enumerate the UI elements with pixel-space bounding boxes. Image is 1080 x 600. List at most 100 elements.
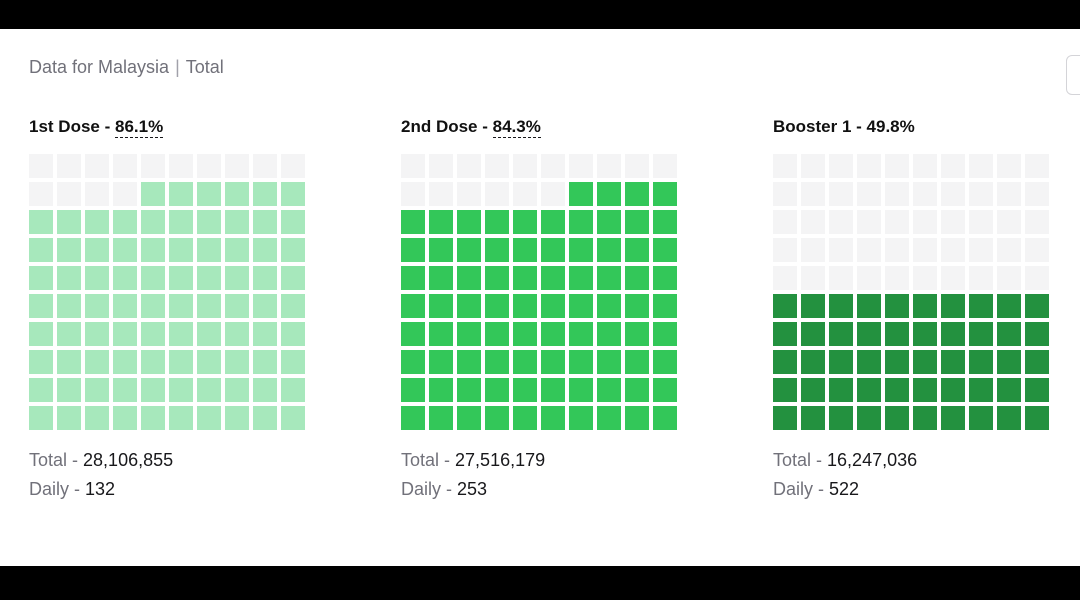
waffle-cell-filled <box>429 350 453 374</box>
daily-label: Daily <box>401 479 442 499</box>
waffle-cell-filled <box>625 210 649 234</box>
waffle-cell-empty <box>829 266 853 290</box>
waffle-cell-filled <box>281 294 305 318</box>
waffle-cell-filled <box>485 322 509 346</box>
waffle-cell-filled <box>85 294 109 318</box>
waffle-cell-filled <box>457 322 481 346</box>
waffle-cell-filled <box>169 182 193 206</box>
waffle-cell-filled <box>197 350 221 374</box>
waffle-cell-empty <box>281 154 305 178</box>
waffle-cell-filled <box>29 210 53 234</box>
waffle-cell-filled <box>429 322 453 346</box>
waffle-cell-filled <box>29 294 53 318</box>
waffle-cell-filled <box>457 294 481 318</box>
waffle-cell-filled <box>141 378 165 402</box>
waffle-cell-empty <box>801 154 825 178</box>
waffle-cell-empty <box>513 182 537 206</box>
waffle-cell-filled <box>85 238 109 262</box>
waffle-cell-filled <box>485 266 509 290</box>
header-prefix: Data for Malaysia <box>29 57 170 77</box>
waffle-cell-filled <box>857 294 881 318</box>
waffle-cell-filled <box>57 322 81 346</box>
waffle-cell-empty <box>57 154 81 178</box>
waffle-cell-empty <box>801 182 825 206</box>
waffle-cell-filled <box>429 266 453 290</box>
waffle-cell-filled <box>141 350 165 374</box>
waffle-cell-empty <box>997 154 1021 178</box>
daily-label: Daily <box>773 479 814 499</box>
waffle-cell-empty <box>1025 266 1049 290</box>
waffle-cell-filled <box>253 182 277 206</box>
total-row: Total - 27,516,179 <box>401 450 546 470</box>
waffle-cell-filled <box>597 378 621 402</box>
total-label: Total <box>401 450 440 470</box>
waffle-cell-filled <box>885 294 909 318</box>
waffle-cell-filled <box>597 238 621 262</box>
waffle-cell-filled <box>569 350 593 374</box>
waffle-cell-filled <box>253 294 277 318</box>
waffle-cell-filled <box>625 182 649 206</box>
waffle-cell-filled <box>913 350 937 374</box>
waffle-cell-filled <box>857 322 881 346</box>
waffle-cell-filled <box>1025 350 1049 374</box>
waffle-cell-filled <box>597 294 621 318</box>
waffle-cell-filled <box>485 406 509 430</box>
chart-name: 1st Dose <box>29 117 100 136</box>
waffle-cell-filled <box>653 210 677 234</box>
waffle-cell-filled <box>653 238 677 262</box>
waffle-card-1st-dose: 1st Dose - 86.1% Total - 28,106,855 Dail… <box>29 117 329 499</box>
waffle-cell-filled <box>653 322 677 346</box>
waffle-cell-empty <box>941 266 965 290</box>
waffle-cell-filled <box>85 350 109 374</box>
waffle-cell-filled <box>513 238 537 262</box>
waffle-cell-filled <box>429 294 453 318</box>
waffle-cell-empty <box>773 238 797 262</box>
waffle-cell-filled <box>569 238 593 262</box>
waffle-cell-empty <box>113 182 137 206</box>
chart-percent[interactable]: 84.3% <box>492 117 541 138</box>
waffle-cell-empty <box>829 154 853 178</box>
waffle-cell-filled <box>281 238 305 262</box>
waffle-cell-empty <box>941 154 965 178</box>
waffle-cell-filled <box>625 266 649 290</box>
waffle-cell-empty <box>401 154 425 178</box>
waffle-grid <box>401 154 679 432</box>
waffle-cell-filled <box>85 406 109 430</box>
waffle-cell-filled <box>969 322 993 346</box>
waffle-card-booster-1: Booster 1 - 49.8% Total - 16,247,036 Dai… <box>773 117 1073 499</box>
waffle-cell-filled <box>225 266 249 290</box>
waffle-cell-empty <box>969 238 993 262</box>
waffle-cell-filled <box>225 294 249 318</box>
waffle-cell-filled <box>253 238 277 262</box>
waffle-cell-filled <box>625 294 649 318</box>
waffle-cell-filled <box>597 406 621 430</box>
waffle-cell-filled <box>541 322 565 346</box>
waffle-cell-filled <box>401 210 425 234</box>
waffle-cell-empty <box>653 154 677 178</box>
waffle-cell-filled <box>225 350 249 374</box>
waffle-cell-filled <box>597 350 621 374</box>
total-value: 28,106,855 <box>83 450 174 470</box>
waffle-cell-filled <box>857 378 881 402</box>
waffle-cell-filled <box>857 350 881 374</box>
waffle-cell-filled <box>941 350 965 374</box>
waffle-cell-empty <box>969 182 993 206</box>
waffle-cell-filled <box>29 266 53 290</box>
waffle-cell-filled <box>513 350 537 374</box>
waffle-cell-filled <box>113 406 137 430</box>
waffle-cell-filled <box>569 210 593 234</box>
waffle-cell-filled <box>57 266 81 290</box>
waffle-cell-filled <box>625 350 649 374</box>
waffle-cell-empty <box>801 266 825 290</box>
options-button[interactable] <box>1066 55 1080 95</box>
waffle-cell-filled <box>197 210 221 234</box>
waffle-cell-filled <box>829 294 853 318</box>
waffle-cell-filled <box>885 378 909 402</box>
waffle-cell-filled <box>141 294 165 318</box>
waffle-cell-filled <box>169 322 193 346</box>
waffle-cell-empty <box>997 266 1021 290</box>
waffle-cell-filled <box>225 210 249 234</box>
waffle-cell-filled <box>801 322 825 346</box>
chart-percent[interactable]: 86.1% <box>114 117 164 138</box>
waffle-cell-filled <box>85 322 109 346</box>
